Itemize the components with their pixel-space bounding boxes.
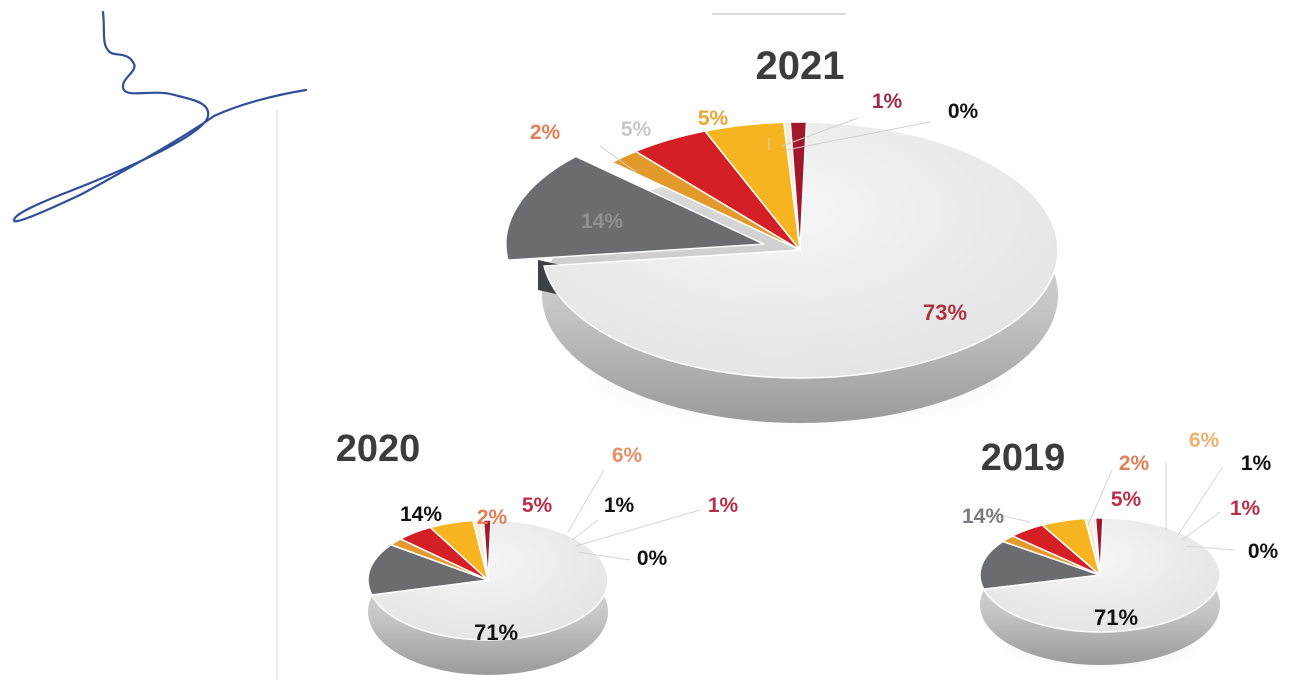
leader-line: [577, 551, 631, 561]
data-label-73: 73%: [923, 300, 967, 325]
data-label-5-light: 5%: [621, 118, 652, 141]
slices-2020: [367, 519, 609, 641]
data-label-2: 2%: [477, 506, 508, 529]
data-label-14: 14%: [400, 503, 442, 526]
leader-line: [575, 509, 701, 547]
slice-main: [543, 121, 1059, 379]
slice-main: [370, 519, 609, 641]
data-label-1-black: 1%: [604, 494, 635, 517]
slices-2019: [979, 517, 1221, 633]
leader-line: [1181, 511, 1221, 541]
data-label-0: 0%: [637, 547, 668, 570]
chart-title: 2021: [756, 44, 845, 88]
data-label-1: 1%: [872, 90, 903, 113]
chart-title: 2020: [336, 428, 421, 470]
leader-line: [567, 469, 605, 533]
data-label-2: 2%: [1119, 452, 1150, 475]
data-label-14: 14%: [581, 210, 623, 233]
leader-line: [1002, 515, 1031, 523]
data-label-0: 0%: [948, 100, 979, 123]
chart-title: 2019: [981, 437, 1066, 479]
data-label-6: 6%: [612, 444, 643, 467]
data-label-5: 5%: [698, 107, 729, 130]
leader-line: [1087, 469, 1113, 526]
signature-drawing: [12, 10, 308, 223]
data-label-6: 6%: [1189, 429, 1220, 452]
leader-line: [785, 121, 931, 151]
slice-light: [789, 121, 808, 251]
data-label-1: 1%: [1230, 497, 1261, 520]
slice-main: [982, 517, 1221, 633]
data-label-71: 71%: [474, 620, 518, 645]
data-label-2: 2%: [530, 121, 561, 144]
pie-chart-2020: 2020 71% 14% 2% 5% 6% 1% 1% 0%: [336, 428, 739, 675]
slice-dark-grey: [505, 155, 765, 261]
slice-dark-grey: [367, 543, 489, 596]
data-label-1-black: 1%: [1241, 452, 1272, 475]
vertical-rule: [276, 110, 278, 680]
leader-line: [599, 145, 637, 173]
slice-dark-grey: [979, 540, 1101, 590]
data-label-0: 0%: [1248, 540, 1279, 563]
data-label-5: 5%: [1111, 488, 1142, 511]
leader-line: [781, 117, 859, 147]
slices-2021: [505, 121, 1059, 379]
pie-chart-2021: 2021 73% 14% 2% 5% 5% 1% 0%: [505, 44, 1070, 438]
top-rule: [712, 13, 846, 15]
data-label-5: 5%: [522, 494, 553, 517]
leader-line: [1185, 545, 1235, 551]
leader-line: [1177, 467, 1223, 536]
data-label-14: 14%: [962, 505, 1004, 528]
slice-crimson: [482, 519, 492, 581]
data-label-1: 1%: [708, 494, 739, 517]
data-label-71: 71%: [1094, 605, 1138, 630]
pie-chart-2019: 2019 71% 14% 2% 5% 6% 1% 1% 0%: [962, 429, 1279, 672]
leader-line: [571, 519, 599, 541]
slice-crimson: [1094, 517, 1104, 576]
